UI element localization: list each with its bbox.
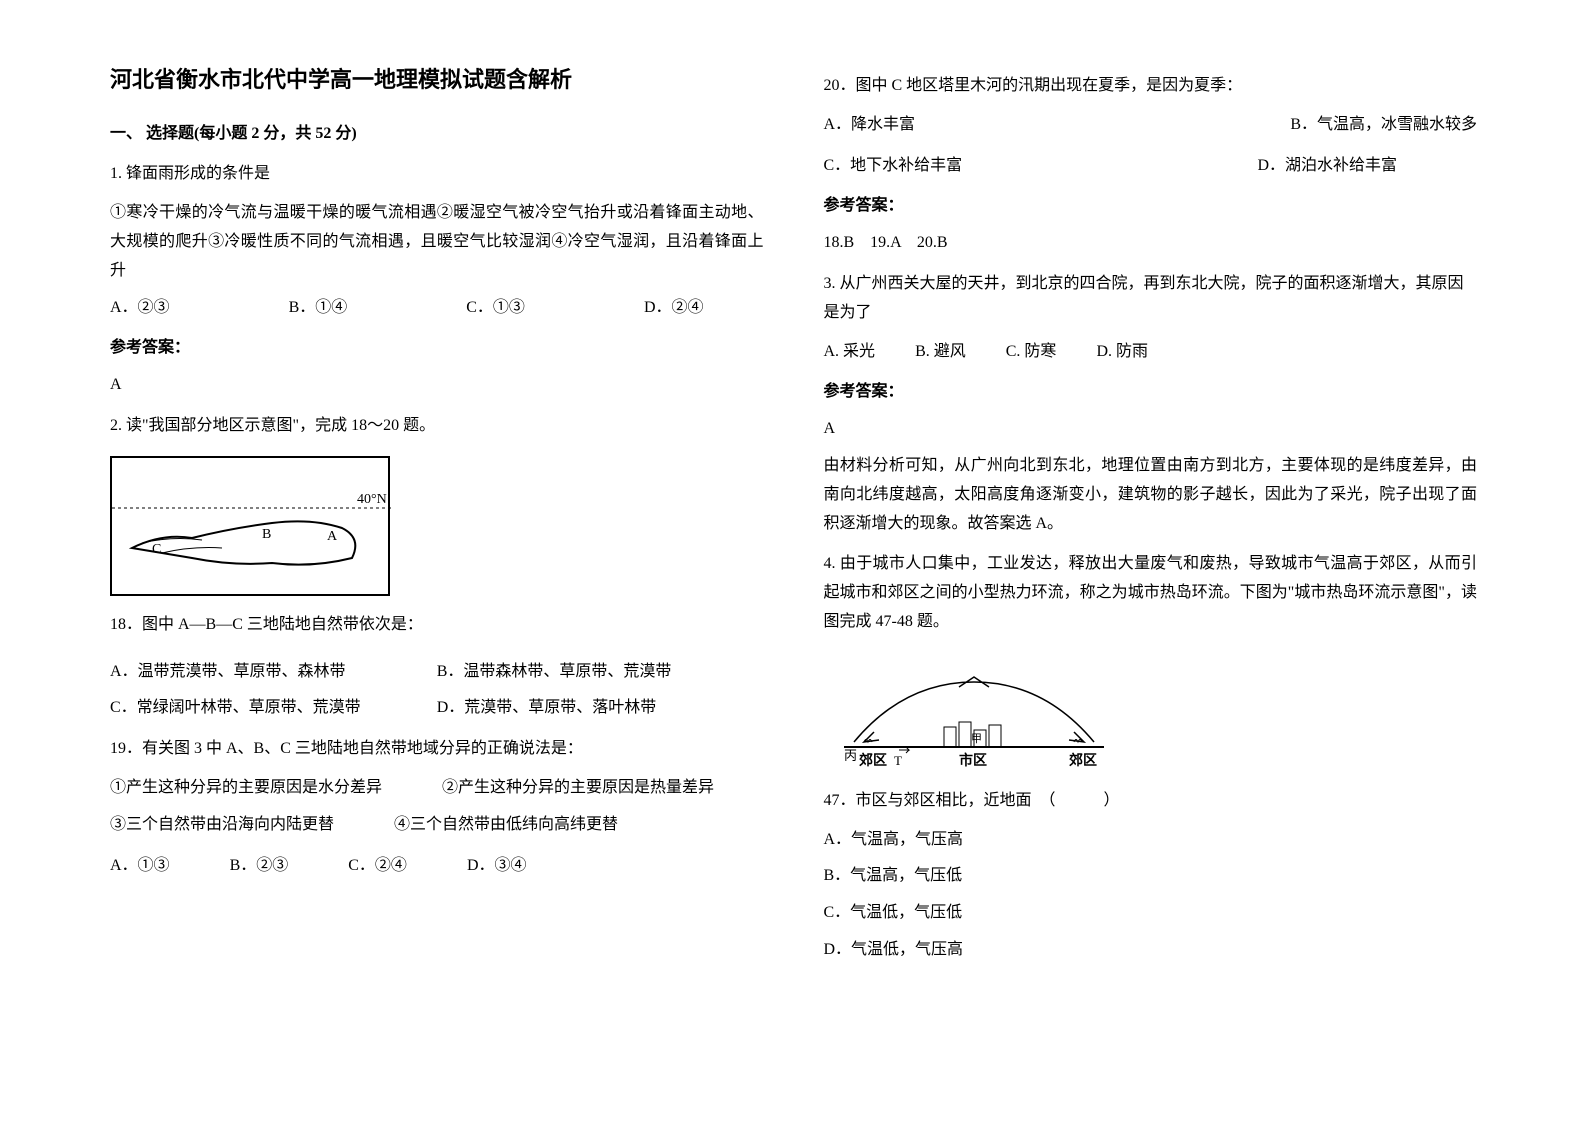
q47-option-d: D．气温低，气压高 xyxy=(824,936,1478,965)
q1-option-c: C．①③ xyxy=(466,294,525,323)
q3-option-a: A. 采光 xyxy=(824,338,876,367)
q20-option-d: D．湖泊水补给丰富 xyxy=(1257,152,1477,181)
q2-stem: 2. 读"我国部分地区示意图"，完成 18～20 题。 xyxy=(110,412,764,441)
heat-island-diagram: 丙 郊区 T 市区 甲 郊区 xyxy=(824,652,1124,772)
question-19: 19．有关图 3 中 A、B、C 三地陆地自然带地域分异的正确说法是： ①产生这… xyxy=(110,735,764,880)
map-a-label: A xyxy=(327,529,338,544)
map-40n-label: 40°N xyxy=(357,492,387,507)
q19-line2: ②产生这种分异的主要原因是热量差异 xyxy=(442,774,714,803)
q18-option-b: B．温带森林带、草原带、荒漠带 xyxy=(437,658,764,687)
q18-option-d: D．荒漠带、草原带、落叶林带 xyxy=(437,694,764,723)
q20-stem: 20．图中 C 地区塔里木河的汛期出现在夏季，是因为夏季： xyxy=(824,72,1478,101)
q3-stem: 3. 从广州西关大屋的天井，到北京的四合院，再到东北大院，院子的面积逐渐增大，其… xyxy=(824,270,1478,328)
question-2: 2. 读"我国部分地区示意图"，完成 18～20 题。 xyxy=(110,412,764,441)
svg-text:甲: 甲 xyxy=(971,733,982,745)
svg-text:丙: 丙 xyxy=(844,748,857,763)
q1-answer-label: 参考答案： xyxy=(110,334,764,363)
section-header: 一、 选择题(每小题 2 分，共 52 分) xyxy=(110,120,764,149)
q47-option-c: C．气温低，气压低 xyxy=(824,899,1478,928)
china-map-figure: 40°N C B A xyxy=(110,456,390,596)
q20-option-b: B．气温高，冰雪融水较多 xyxy=(1290,111,1477,140)
question-18: 18．图中 A—B—C 三地陆地自然带依次是： A．温带荒漠带、草原带、森林带 … xyxy=(110,611,764,723)
q3-option-d: D. 防雨 xyxy=(1096,338,1148,367)
q18-stem: 18．图中 A—B—C 三地陆地自然带依次是： xyxy=(110,611,764,640)
map-b-label: B xyxy=(262,527,271,542)
q47-option-b: B．气温高，气压低 xyxy=(824,862,1478,891)
q1-body: ①寒冷干燥的冷气流与温暖干燥的暖气流相遇②暖湿空气被冷空气抬升或沿着锋面主动地、… xyxy=(110,199,764,285)
question-4: 4. 由于城市人口集中，工业发达，释放出大量废气和废热，导致城市气温高于郊区，从… xyxy=(824,550,1478,636)
question-1: 1. 锋面雨形成的条件是 ①寒冷干燥的冷气流与温暖干燥的暖气流相遇②暖湿空气被冷… xyxy=(110,160,764,322)
q19-option-d: D．③④ xyxy=(467,852,527,881)
q19-line1: ①产生这种分异的主要原因是水分差异 xyxy=(110,774,382,803)
q19-line3: ③三个自然带由沿海向内陆更替 xyxy=(110,811,334,840)
q19-line4: ④三个自然带由低纬向高纬更替 xyxy=(394,811,618,840)
svg-text:T: T xyxy=(894,753,902,768)
q47-stem: 47．市区与郊区相比，近地面 （ ） xyxy=(824,787,1478,816)
q1-stem: 1. 锋面雨形成的条件是 xyxy=(110,160,764,189)
q1-answer: A xyxy=(110,371,764,400)
q18-option-c: C．常绿阔叶林带、草原带、荒漠带 xyxy=(110,694,437,723)
q1-option-d: D．②④ xyxy=(644,294,704,323)
diag-right-label: 郊区 xyxy=(1069,752,1097,769)
q3-explain: 由材料分析可知，从广州向北到东北，地理位置由南方到北方，主要体现的是纬度差异，由… xyxy=(824,452,1478,538)
q3-answer-label: 参考答案： xyxy=(824,378,1478,407)
q19-option-a: A．①③ xyxy=(110,852,170,881)
question-3: 3. 从广州西关大屋的天井，到北京的四合院，再到东北大院，院子的面积逐渐增大，其… xyxy=(824,270,1478,366)
q20-answer-label: 参考答案： xyxy=(824,192,1478,221)
q20-option-a: A．降水丰富 xyxy=(824,111,916,140)
diag-mid-label: 市区 xyxy=(959,752,987,769)
diag-left-label: 郊区 xyxy=(859,752,887,769)
q1-option-b: B．①④ xyxy=(289,294,348,323)
q18-option-a: A．温带荒漠带、草原带、森林带 xyxy=(110,658,437,687)
q47-option-a: A．气温高，气压高 xyxy=(824,826,1478,855)
q20-answer: 18.B 19.A 20.B xyxy=(824,229,1478,258)
q19-option-c: C．②④ xyxy=(348,852,407,881)
q3-option-c: C. 防寒 xyxy=(1006,338,1057,367)
q19-stem: 19．有关图 3 中 A、B、C 三地陆地自然带地域分异的正确说法是： xyxy=(110,735,764,764)
map-c-label: C xyxy=(152,542,161,557)
q4-stem: 4. 由于城市人口集中，工业发达，释放出大量废气和废热，导致城市气温高于郊区，从… xyxy=(824,550,1478,636)
question-47: 47．市区与郊区相比，近地面 （ ） A．气温高，气压高 B．气温高，气压低 C… xyxy=(824,787,1478,965)
q19-option-b: B．②③ xyxy=(230,852,289,881)
q3-option-b: B. 避风 xyxy=(915,338,966,367)
q3-answer: A xyxy=(824,415,1478,444)
q1-option-a: A．②③ xyxy=(110,294,170,323)
page-title: 河北省衡水市北代中学高一地理模拟试题含解析 xyxy=(110,60,764,100)
q20-option-c: C．地下水补给丰富 xyxy=(824,152,963,181)
question-20: 20．图中 C 地区塔里木河的汛期出现在夏季，是因为夏季： A．降水丰富 B．气… xyxy=(824,72,1478,180)
